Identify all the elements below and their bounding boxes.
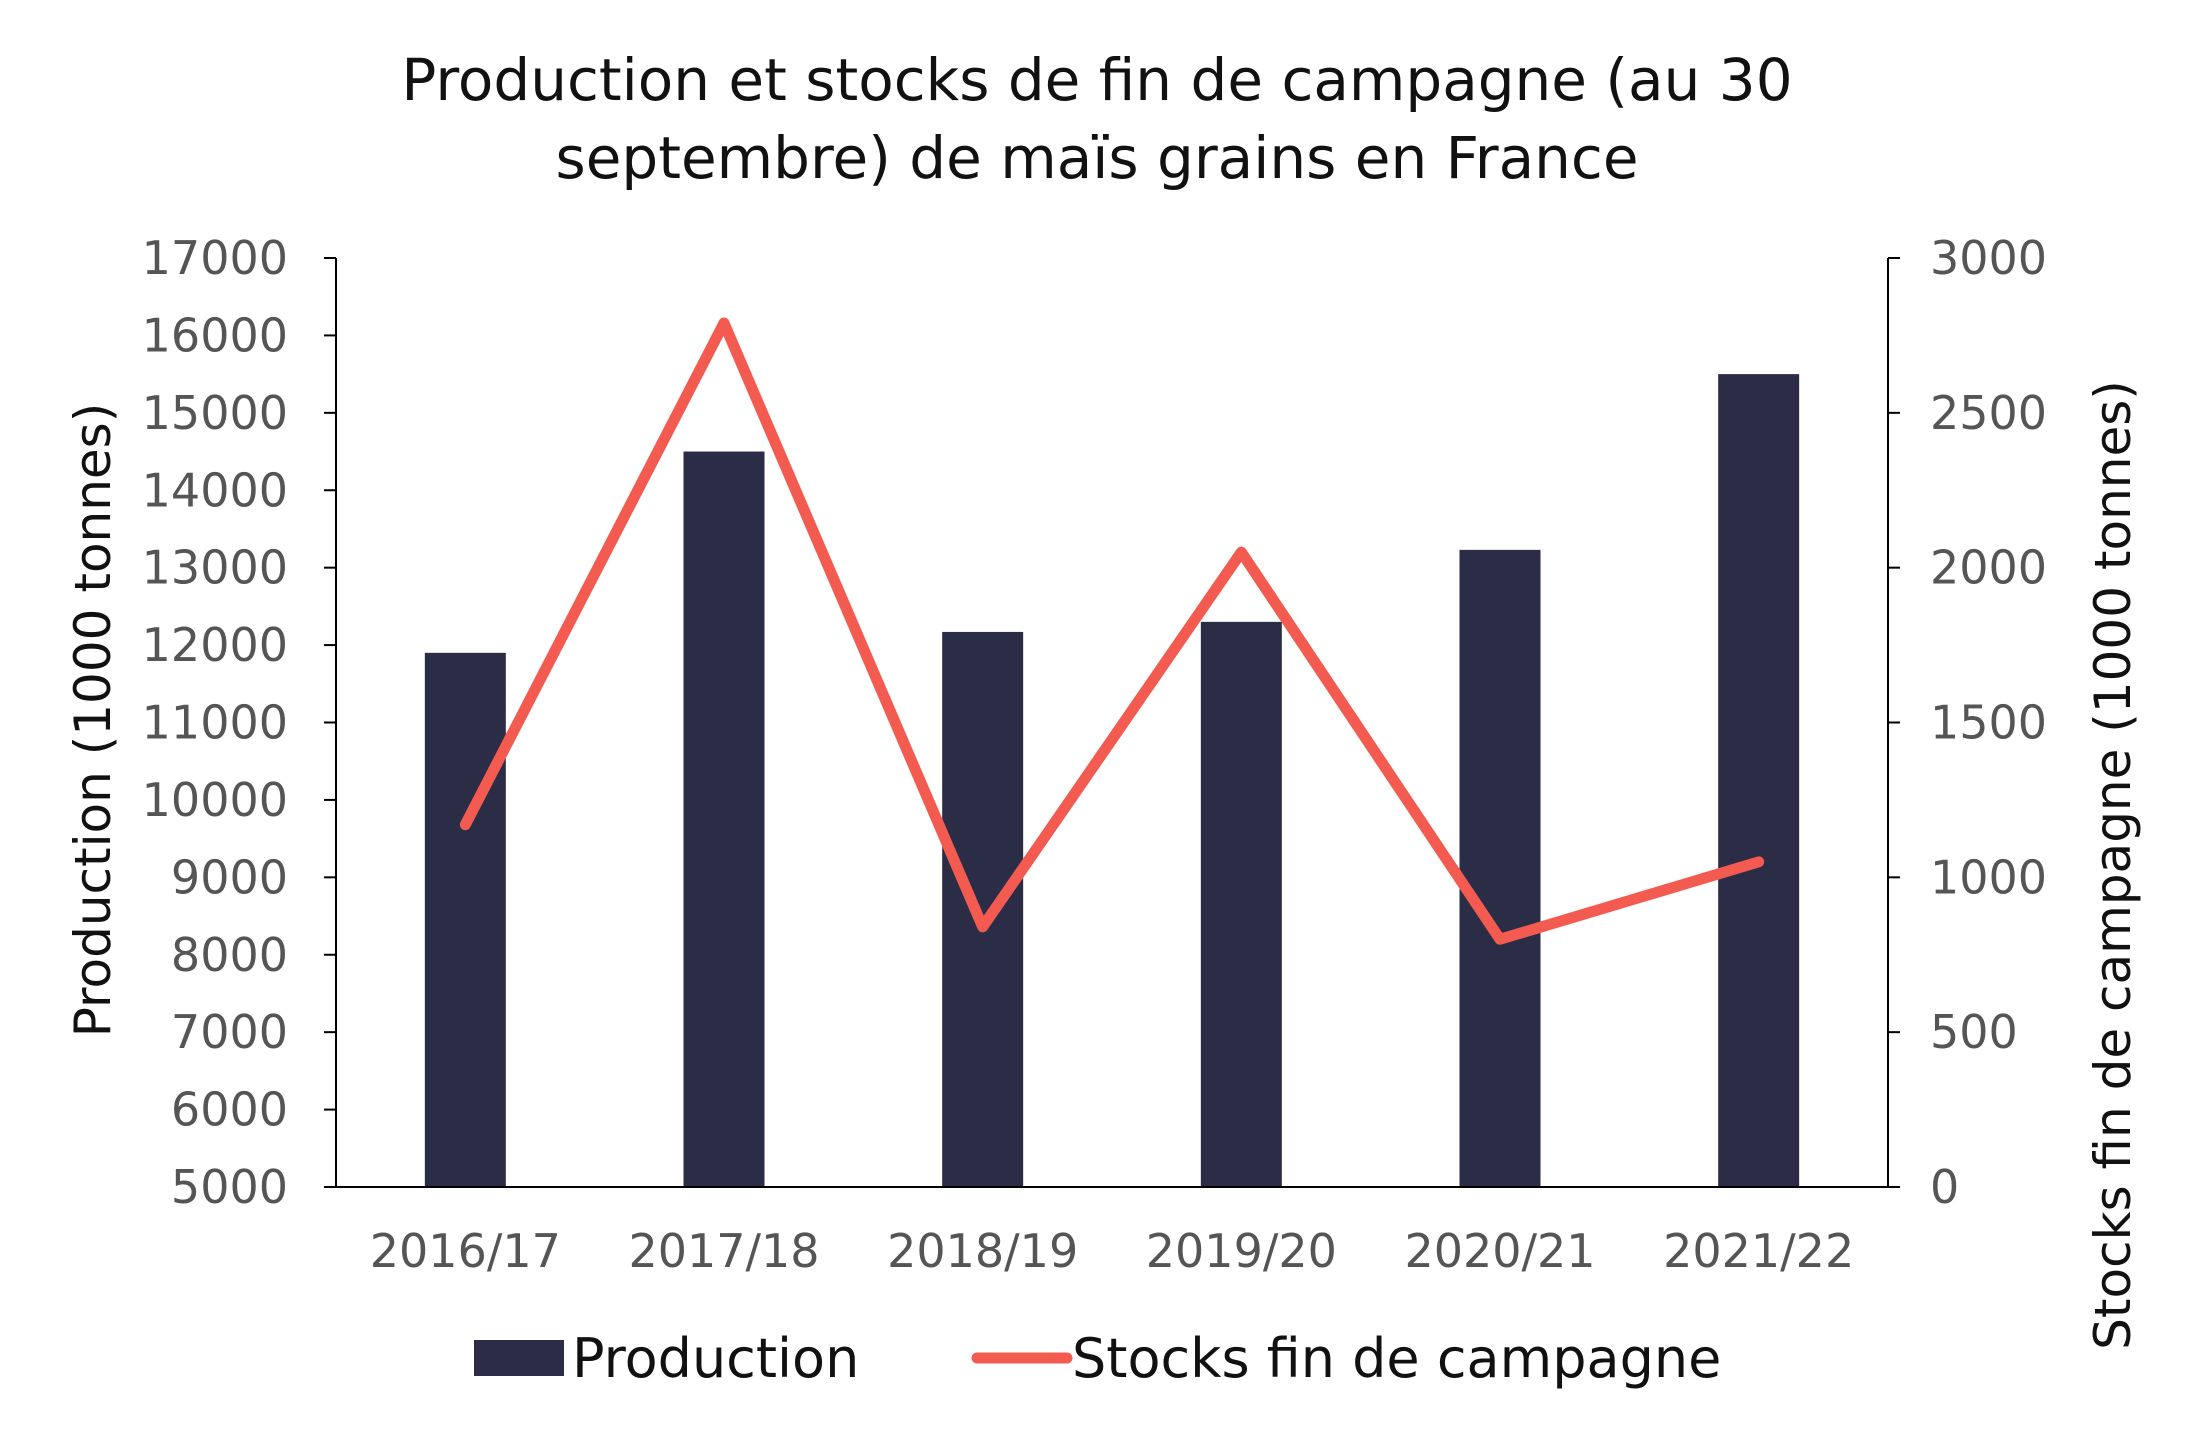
x-tick-label-2016-17: 2016/17	[370, 1224, 561, 1278]
chart-title-line-2: septembre) de maïs grains en France	[556, 124, 1639, 192]
x-tick-label-2021-22: 2021/22	[1663, 1224, 1854, 1278]
y-left-tick-label: 10000	[142, 773, 288, 827]
plot-area	[424, 317, 1800, 1188]
y-right-tick-label: 2500	[1930, 386, 2047, 440]
y-right-tick-label: 1000	[1930, 850, 2047, 904]
bar-2017-18	[683, 451, 765, 1188]
y-left-tick-label: 12000	[142, 618, 288, 672]
legend-stocks-label: Stocks fin de campagne	[1072, 1327, 1721, 1390]
legend-production-label: Production	[572, 1327, 859, 1390]
y-left-tick-label: 5000	[171, 1160, 288, 1214]
y-right-tick-label: 3000	[1930, 231, 2047, 285]
y-right-tick-label: 2000	[1930, 541, 2047, 595]
y-right-tick-label: 0	[1930, 1160, 1959, 1214]
legend: Production Stocks fin de campagne	[474, 1327, 1721, 1390]
y-left-tick-label: 15000	[142, 386, 288, 440]
x-tick-label-2019-20: 2019/20	[1146, 1224, 1337, 1278]
bar-2018-19	[942, 631, 1024, 1187]
chart-title-line-1: Production et stocks de fin de campagne …	[401, 46, 1792, 114]
y-left-tick-label: 14000	[142, 463, 288, 517]
y-left-tick-label: 6000	[171, 1083, 288, 1137]
axes: 5000600070008000900010000110001200013000…	[142, 231, 2047, 1278]
bar-2021-22	[1718, 374, 1800, 1187]
legend-production-swatch	[474, 1340, 564, 1376]
y-right-tick-label: 500	[1930, 1005, 2018, 1059]
bar-2019-20	[1200, 621, 1282, 1187]
y-left-tick-label: 9000	[171, 850, 288, 904]
x-tick-label-2017-18: 2017/18	[628, 1224, 819, 1278]
bar-2020-21	[1459, 549, 1541, 1187]
y-axis-right-title: Stocks fin de campagne (1000 tonnes)	[2084, 380, 2142, 1350]
bar-2016-17	[424, 652, 506, 1187]
x-tick-label-2020-21: 2020/21	[1404, 1224, 1595, 1278]
y-right-tick-label: 1500	[1930, 696, 2047, 750]
y-left-tick-label: 11000	[142, 696, 288, 750]
stocks-line	[459, 317, 1765, 945]
y-left-tick-label: 7000	[171, 1005, 288, 1059]
y-left-tick-label: 17000	[142, 231, 288, 285]
y-left-tick-label: 16000	[142, 308, 288, 362]
y-axis-left-title: Production (1000 tonnes)	[64, 403, 122, 1037]
x-tick-label-2018-19: 2018/19	[887, 1224, 1078, 1278]
y-left-tick-label: 13000	[142, 541, 288, 595]
chart-title: Production et stocks de fin de campagne …	[401, 46, 1792, 192]
y-left-tick-label: 8000	[171, 928, 288, 982]
